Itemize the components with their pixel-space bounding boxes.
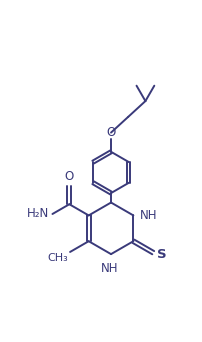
Text: O: O bbox=[65, 170, 74, 183]
Text: O: O bbox=[106, 126, 116, 139]
Text: H₂N: H₂N bbox=[27, 208, 49, 221]
Text: S: S bbox=[157, 248, 166, 261]
Text: CH₃: CH₃ bbox=[47, 253, 68, 263]
Text: NH: NH bbox=[140, 209, 157, 222]
Text: NH: NH bbox=[101, 262, 118, 275]
